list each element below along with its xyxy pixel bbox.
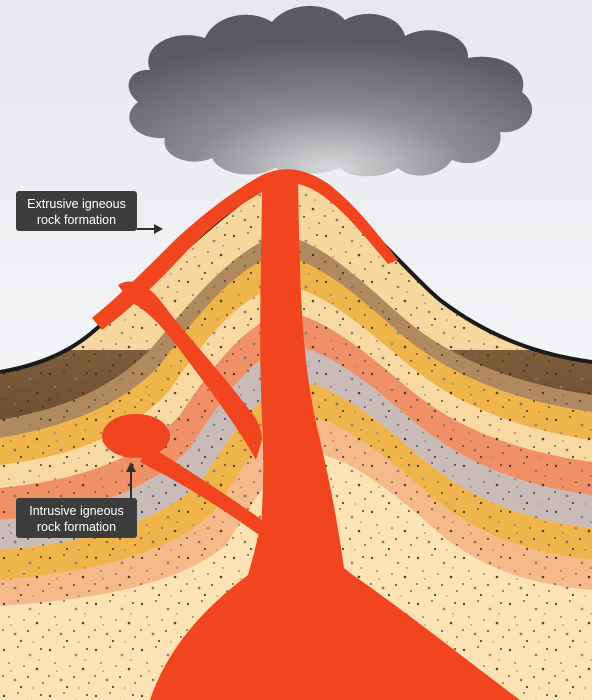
extrusive-label-line1: Extrusive igneous bbox=[27, 197, 126, 211]
extrusive-label-line2: rock formation bbox=[36, 213, 117, 227]
magma-chamber bbox=[150, 505, 520, 700]
main-conduit bbox=[258, 178, 345, 575]
branch-dike bbox=[118, 281, 262, 460]
magma-system bbox=[92, 169, 520, 700]
intrusive-label-line1: Intrusive igneous bbox=[29, 504, 124, 518]
arrow-up-icon bbox=[126, 462, 136, 498]
extrusive-rock-label: Extrusive igneous rock formation bbox=[16, 191, 137, 231]
intrusive-pluton bbox=[102, 414, 170, 458]
extrusive-lava-flow bbox=[92, 169, 398, 330]
intrusive-rock-label: Intrusive igneous rock formation bbox=[16, 498, 137, 538]
ash-cloud bbox=[128, 6, 533, 177]
arrow-right-icon bbox=[137, 224, 163, 234]
intrusive-label-line2: rock formation bbox=[36, 520, 117, 534]
intrusive-dike bbox=[140, 445, 266, 540]
